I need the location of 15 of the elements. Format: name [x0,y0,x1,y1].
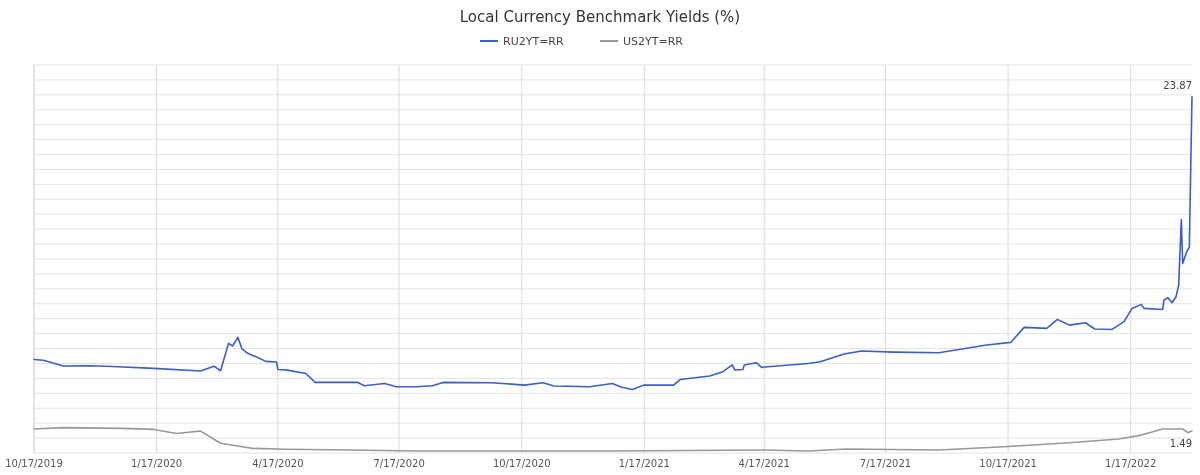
x-tick-label: 10/17/2021 [979,458,1037,469]
x-tick-label: 4/17/2020 [252,458,304,469]
data-label: 23.87 [1163,79,1192,91]
x-tick-label: 1/17/2021 [618,458,670,469]
legend-label: US2YT=RR [623,35,684,48]
x-tick-label: 1/17/2022 [1105,458,1157,469]
data-label: 1.49 [1169,437,1192,449]
legend-label: RU2YT=RR [503,35,564,48]
x-tick-label: 7/17/2020 [373,458,425,469]
x-tick-label: 1/17/2020 [130,458,183,469]
chart-title: Local Currency Benchmark Yields (%) [459,8,741,26]
x-tick-label: 10/17/2019 [5,458,63,469]
x-tick-label: 4/17/2021 [738,458,790,469]
x-tick-label: 10/17/2020 [492,458,551,469]
x-tick-label: 7/17/2021 [859,458,912,469]
